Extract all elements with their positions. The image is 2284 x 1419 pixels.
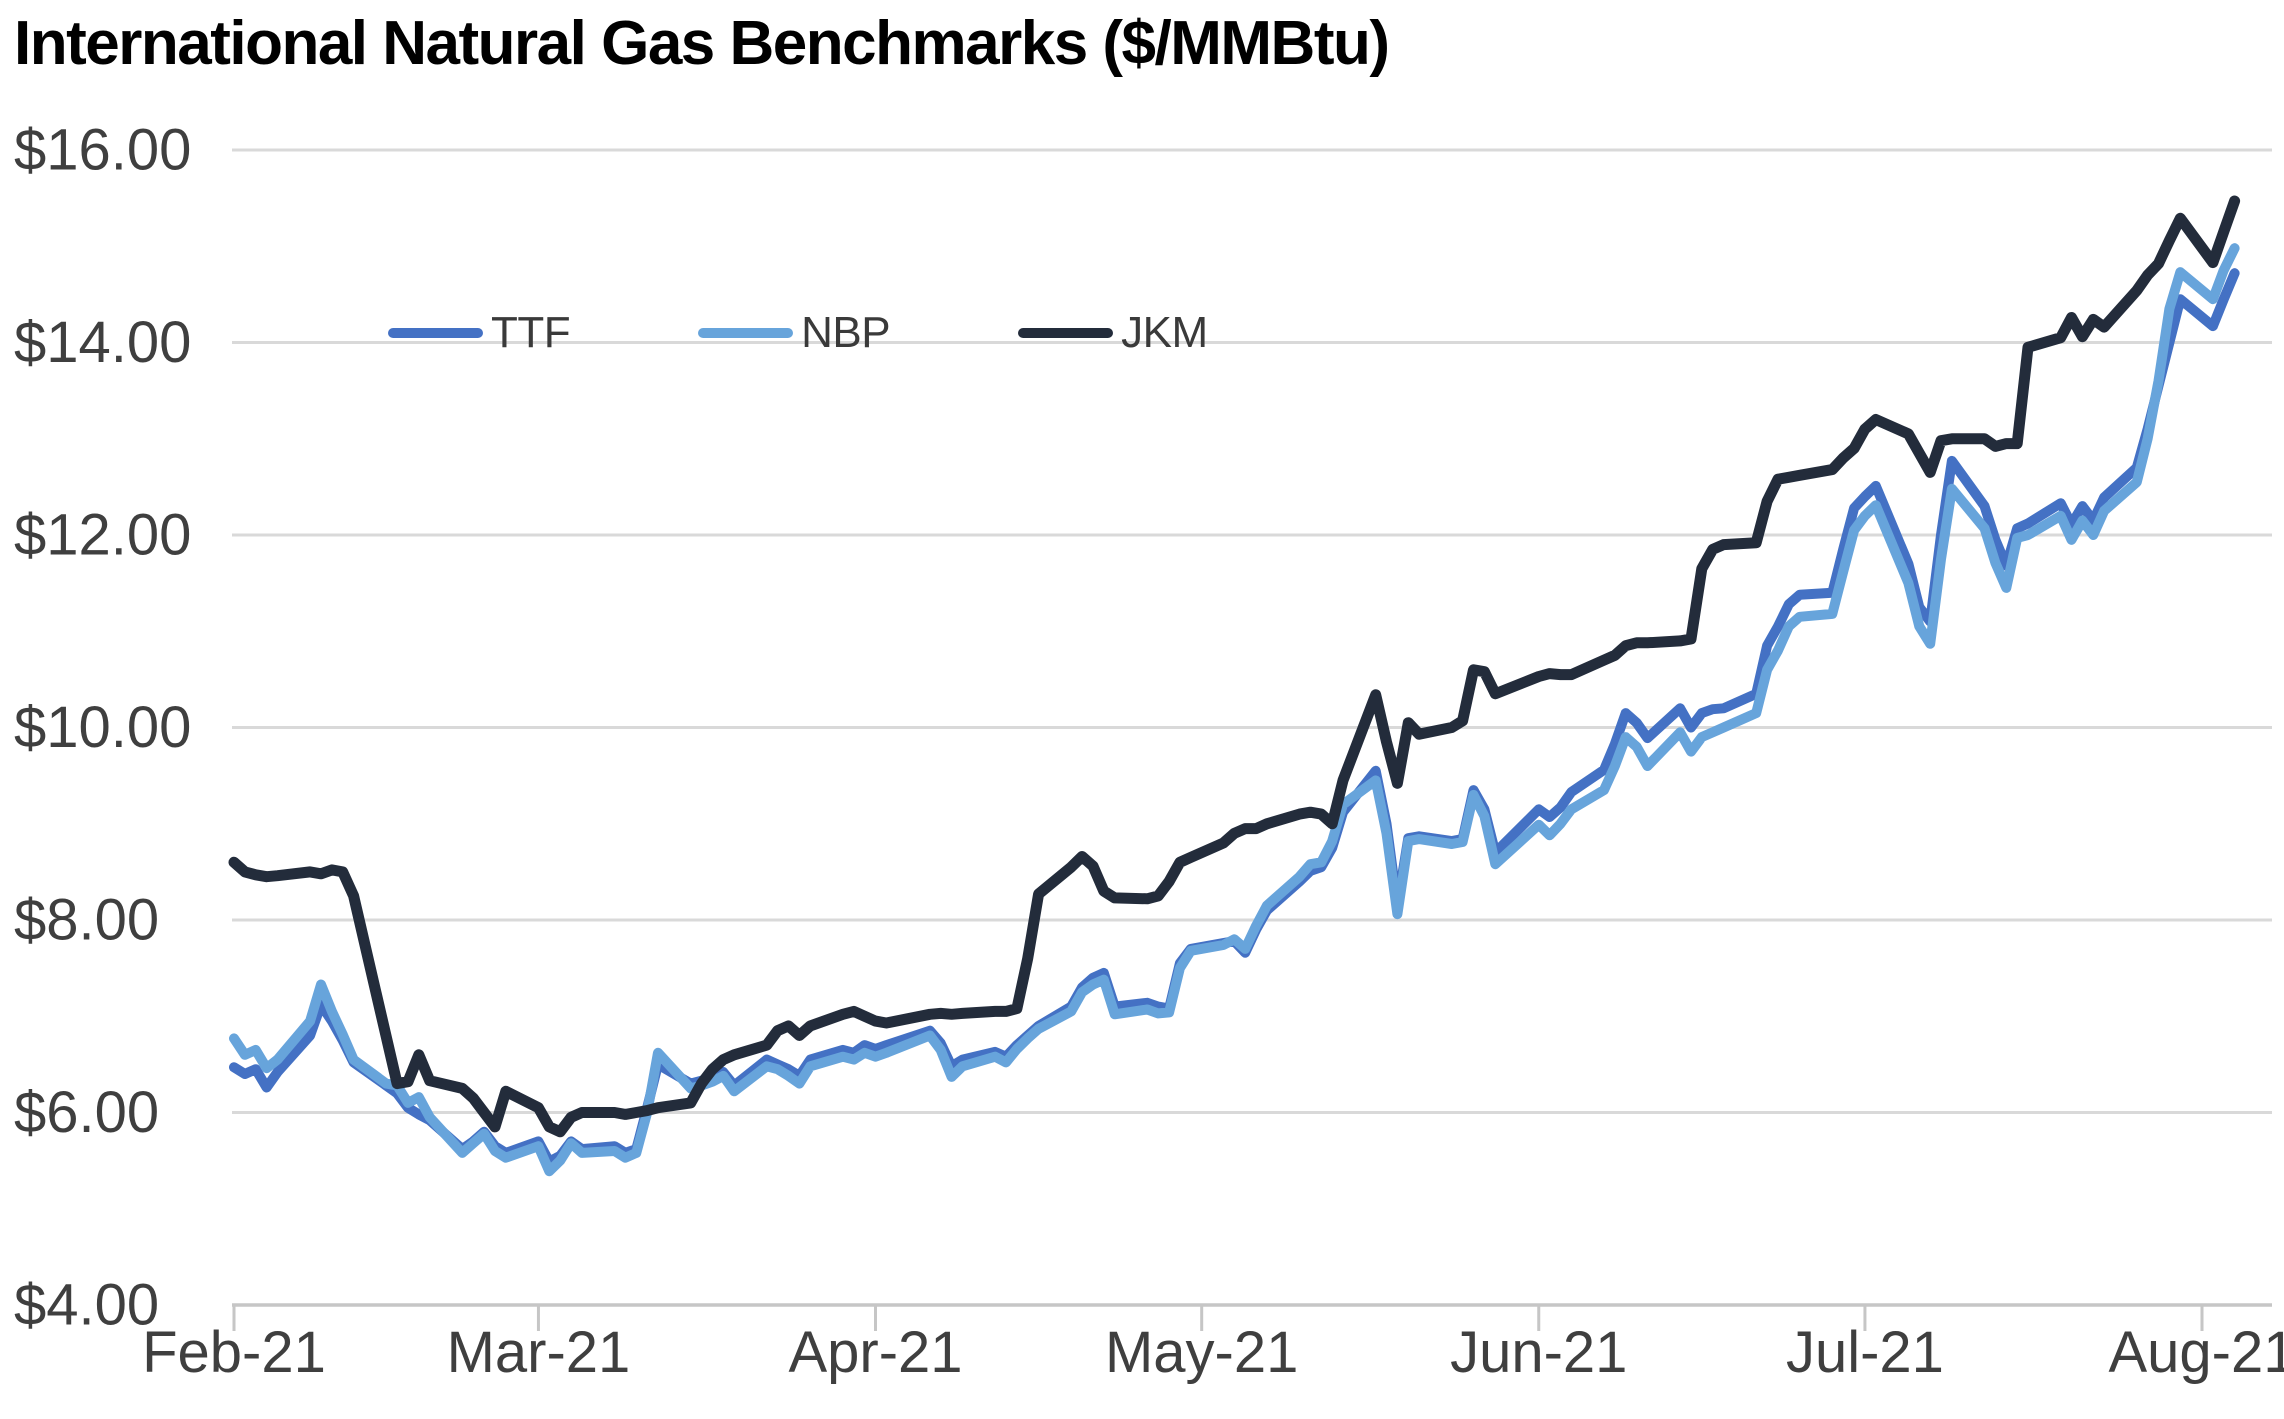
- x-axis-label: Feb-21: [142, 1320, 326, 1385]
- x-axis-label: Apr-21: [788, 1320, 962, 1385]
- y-axis-label: $4.00: [14, 1273, 159, 1338]
- y-axis-label: $16.00: [14, 118, 191, 183]
- series-line-nbp: [229, 243, 2240, 1177]
- chart-title: International Natural Gas Benchmarks ($/…: [14, 9, 1390, 78]
- legend-label-ttf: TTF: [491, 308, 571, 357]
- x-axis-label: Jun-21: [1450, 1320, 1627, 1385]
- x-axis-label: Jul-21: [1786, 1320, 1944, 1385]
- legend-item-jkm: JKM: [1018, 308, 1208, 358]
- y-axis-label: $12.00: [14, 503, 191, 568]
- legend-item-nbp: NBP: [698, 308, 891, 358]
- y-axis-label: $10.00: [14, 695, 191, 760]
- legend: TTF NBP JKM: [388, 308, 1208, 358]
- legend-swatch-nbp-icon: [698, 328, 794, 338]
- x-axis-label: Aug-21: [2108, 1320, 2284, 1385]
- series-line-ttf: [229, 268, 2240, 1167]
- y-axis-label: $8.00: [14, 888, 159, 953]
- legend-label-jkm: JKM: [1121, 308, 1208, 357]
- x-axis-label: Mar-21: [447, 1320, 631, 1385]
- legend-label-nbp: NBP: [801, 308, 891, 357]
- legend-item-ttf: TTF: [388, 308, 571, 358]
- y-axis-label: $6.00: [14, 1080, 159, 1145]
- y-axis-label: $14.00: [14, 310, 191, 375]
- legend-swatch-jkm-icon: [1018, 328, 1114, 338]
- x-axis-label: May-21: [1105, 1320, 1298, 1385]
- series-line-jkm: [228, 195, 2241, 1138]
- legend-swatch-ttf-icon: [388, 328, 483, 338]
